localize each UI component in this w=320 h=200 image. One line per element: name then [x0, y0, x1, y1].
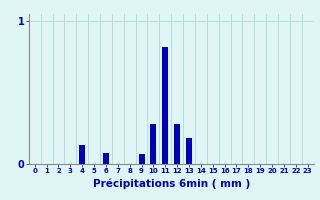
Bar: [103, 153, 109, 164]
Bar: [162, 47, 168, 164]
Bar: [174, 124, 180, 164]
X-axis label: Précipitations 6min ( mm ): Précipitations 6min ( mm ): [92, 178, 250, 189]
Bar: [150, 124, 156, 164]
Bar: [139, 154, 145, 164]
Bar: [186, 138, 192, 164]
Bar: [79, 145, 85, 164]
